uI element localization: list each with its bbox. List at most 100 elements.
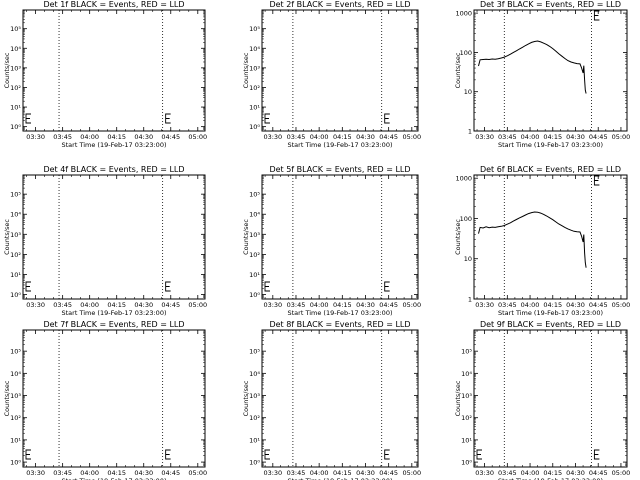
y-tick-label: 1 — [468, 296, 472, 304]
y-tick-label: 1 — [468, 128, 472, 136]
x-tick-label: 04:15 — [107, 301, 126, 309]
x-tick-label: 05:00 — [188, 469, 207, 477]
y-tick-label: 10⁵ — [249, 191, 260, 199]
panel-det-5: Det 5f BLACK = Events, RED = LLD 03:30 03:… — [242, 165, 421, 317]
x-tick-label: 04:30 — [566, 301, 585, 309]
series-line-events — [478, 40, 587, 94]
plot-frame — [473, 9, 628, 132]
x-tick-label: 04:45 — [161, 469, 180, 477]
x-tick-label: 03:45 — [498, 133, 517, 141]
y-tick-label: 10⁵ — [461, 348, 472, 356]
panel-det-2: Det 2f BLACK = Events, RED = LLD 03:30 03:… — [242, 0, 421, 149]
y-tick-label: 100 — [460, 49, 472, 57]
panel-title: Det 9f BLACK = Events, RED = LLD — [480, 320, 621, 329]
y-tick-label: 10⁴ — [249, 45, 260, 53]
x-tick-label: 04:30 — [566, 469, 585, 477]
y-tick-label: 10⁰ — [249, 291, 260, 299]
series-line-events — [478, 211, 587, 268]
y-tick-label: 10⁴ — [10, 370, 21, 378]
x-tick-label: 04:15 — [333, 301, 352, 309]
y-tick-label: 10² — [461, 414, 472, 422]
x-tick-label: 04:15 — [107, 469, 126, 477]
x-axis-label: Start Time (19-Feb-17 03:23:00) — [498, 477, 603, 480]
panel-title: Det 2f BLACK = Events, RED = LLD — [269, 0, 410, 9]
y-axis-label: Counts/sec — [454, 52, 462, 88]
plot-frame — [22, 9, 206, 132]
x-tick-label: 04:15 — [543, 469, 562, 477]
x-axis-label: Start Time (19-Feb-17 03:23:00) — [498, 309, 603, 317]
x-axis-label: Start Time (19-Feb-17 03:23:00) — [498, 141, 603, 149]
e-marker — [593, 10, 600, 21]
y-tick-label: 10³ — [249, 392, 260, 400]
y-tick-label: 10² — [10, 414, 21, 422]
e-marker — [264, 449, 270, 460]
y-tick-label: 10¹ — [249, 104, 260, 112]
x-tick-label: 04:30 — [356, 301, 375, 309]
e-marker — [25, 281, 31, 292]
x-tick-label: 04:45 — [379, 469, 398, 477]
y-tick-label: 10² — [249, 84, 260, 92]
y-axis-label: Counts/sec — [242, 219, 250, 255]
e-marker — [25, 113, 31, 124]
x-tick-label: 04:00 — [80, 301, 99, 309]
e-marker — [25, 449, 31, 460]
x-tick-label: 03:30 — [26, 469, 45, 477]
plot-frame — [473, 329, 628, 468]
panel-det-8: Det 8f BLACK = Events, RED = LLD 03:30 03:… — [242, 320, 421, 480]
y-tick-label: 10⁴ — [10, 211, 21, 219]
x-tick-label: 04:30 — [356, 469, 375, 477]
x-tick-label: 04:00 — [310, 301, 329, 309]
panel-title: Det 3f BLACK = Events, RED = LLD — [480, 0, 621, 9]
e-marker — [384, 449, 390, 460]
y-tick-label: 10⁵ — [249, 25, 260, 33]
y-axis-label: Counts/sec — [3, 219, 11, 255]
y-tick-label: 10⁴ — [461, 370, 472, 378]
x-tick-label: 03:45 — [53, 301, 72, 309]
y-tick-label: 10⁵ — [10, 191, 21, 199]
x-tick-label: 05:00 — [402, 469, 421, 477]
x-tick-label: 04:45 — [589, 469, 608, 477]
x-tick-label: 04:45 — [379, 301, 398, 309]
x-tick-label: 03:30 — [26, 133, 45, 141]
x-tick-label: 04:00 — [521, 469, 540, 477]
x-tick-label: 03:45 — [287, 469, 306, 477]
y-tick-label: 10 — [464, 88, 472, 96]
y-tick-label: 10² — [10, 251, 21, 259]
y-tick-label: 10⁰ — [249, 123, 260, 131]
y-tick-label: 10¹ — [10, 436, 21, 444]
x-tick-label: 04:45 — [161, 301, 180, 309]
e-marker — [384, 113, 390, 124]
y-axis-label: Counts/sec — [242, 380, 250, 416]
x-axis-label: Start Time (19-Feb-17 03:23:00) — [288, 141, 393, 149]
x-tick-label: 04:30 — [356, 133, 375, 141]
plot-frame — [261, 9, 419, 132]
y-tick-label: 10³ — [461, 392, 472, 400]
y-tick-label: 10³ — [10, 64, 21, 72]
y-tick-label: 10¹ — [10, 271, 21, 279]
x-tick-label: 05:00 — [402, 133, 421, 141]
y-tick-label: 10¹ — [249, 436, 260, 444]
plot-frame — [261, 329, 419, 468]
y-tick-label: 10⁰ — [10, 123, 21, 131]
x-tick-label: 05:00 — [612, 301, 631, 309]
x-tick-label: 04:15 — [543, 133, 562, 141]
e-marker — [165, 113, 171, 124]
x-tick-label: 03:30 — [475, 301, 494, 309]
y-tick-label: 10³ — [249, 231, 260, 239]
x-tick-label: 04:00 — [310, 133, 329, 141]
y-tick-label: 10² — [249, 251, 260, 259]
x-axis-label: Start Time (19-Feb-17 03:23:00) — [288, 309, 393, 317]
panel-det-4: Det 4f BLACK = Events, RED = LLD 03:30 03:… — [3, 165, 207, 317]
panel-title: Det 1f BLACK = Events, RED = LLD — [43, 0, 184, 9]
x-tick-label: 03:45 — [53, 133, 72, 141]
x-tick-label: 05:00 — [612, 469, 631, 477]
y-tick-label: 10⁴ — [249, 211, 260, 219]
y-axis-label: Counts/sec — [242, 52, 250, 88]
y-tick-label: 1000 — [455, 175, 472, 183]
x-tick-label: 04:15 — [333, 469, 352, 477]
plot-frame — [22, 329, 206, 468]
x-tick-label: 03:30 — [475, 133, 494, 141]
plot-frame — [22, 174, 206, 300]
x-tick-label: 04:45 — [161, 133, 180, 141]
